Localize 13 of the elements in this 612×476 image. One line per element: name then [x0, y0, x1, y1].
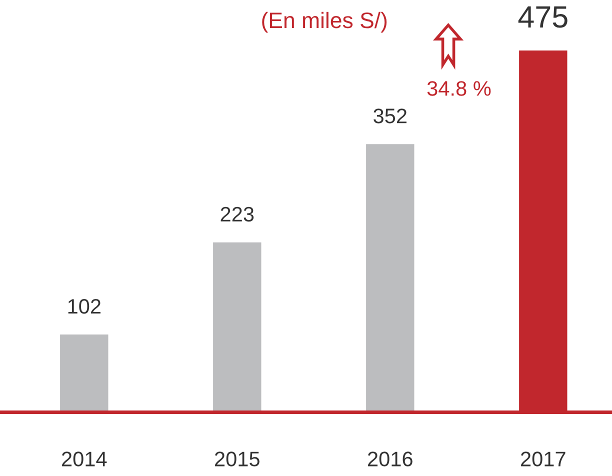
data-label: 475 [518, 6, 568, 28]
data-label: 352 [374, 108, 406, 124]
bar [60, 334, 108, 412]
chart-subtitle: (En miles S/) [262, 12, 387, 33]
data-label: 223 [220, 206, 254, 222]
x-tick-label: 2017 [521, 452, 566, 466]
bar [213, 242, 262, 412]
data-label: 102 [68, 298, 100, 314]
bar [366, 144, 414, 412]
x-tick-label: 2014 [62, 452, 107, 466]
annotation: 34.8 % [427, 81, 491, 96]
x-tick-label: 2015 [215, 452, 260, 466]
x-tick-label: 2016 [368, 452, 412, 466]
